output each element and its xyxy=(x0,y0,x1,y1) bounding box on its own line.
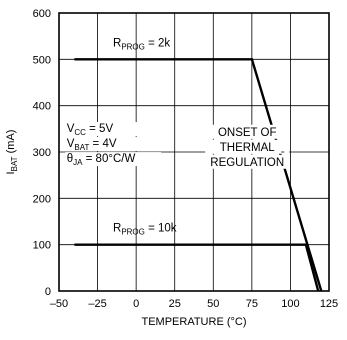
x-axis-label: TEMPERATURE (°C) xyxy=(141,316,246,328)
x-tick-label: 100 xyxy=(281,298,299,310)
condition-label: VCC = 5V xyxy=(67,123,114,137)
condition-bg xyxy=(65,152,162,167)
y-tick-label: 600 xyxy=(33,8,51,20)
series-line-rprog-2k xyxy=(74,58,323,292)
condition-label: VBAT = 4V xyxy=(67,138,117,152)
x-tick-label: 125 xyxy=(320,298,338,310)
series-lines xyxy=(74,58,323,292)
y-tick-label: 400 xyxy=(33,101,51,113)
x-tick-labels: –50 –25 0 25 50 75 100 125 xyxy=(50,298,338,310)
x-tick-label: 0 xyxy=(133,298,139,310)
plot-frame xyxy=(58,12,330,292)
x-tick-label: 25 xyxy=(169,298,181,310)
series-label: RPROG = 2k xyxy=(113,37,170,51)
y-tick-labels: 0 100 200 300 400 500 600 xyxy=(33,8,51,298)
series-label: RPROG = 10k xyxy=(113,223,177,237)
annotation-line: ONSET OF xyxy=(218,127,277,139)
annotation-bg xyxy=(205,124,290,139)
x-tick-label: –25 xyxy=(88,298,106,310)
y-axis-label: IBAT (mA) xyxy=(5,130,19,175)
y-tick-label: 200 xyxy=(33,193,51,205)
y-tick-label: 100 xyxy=(33,240,51,252)
annotation-line: THERMAL xyxy=(220,142,276,154)
condition-bg xyxy=(65,122,162,137)
annotation-bg xyxy=(205,139,290,154)
annotation-bg xyxy=(205,154,290,169)
series-line-rprog-10k xyxy=(74,243,320,292)
x-tick-label: 75 xyxy=(246,298,258,310)
y-tick-label: 300 xyxy=(33,147,51,159)
condition-label: θJA = 80°C/W xyxy=(67,153,136,167)
x-tick-label: –50 xyxy=(50,298,68,310)
condition-bg xyxy=(65,137,162,152)
y-tick-label: 0 xyxy=(45,286,51,298)
y-tick-label: 500 xyxy=(33,54,51,66)
annotation-line: REGULATION xyxy=(210,157,284,169)
x-tick-label: 50 xyxy=(207,298,219,310)
